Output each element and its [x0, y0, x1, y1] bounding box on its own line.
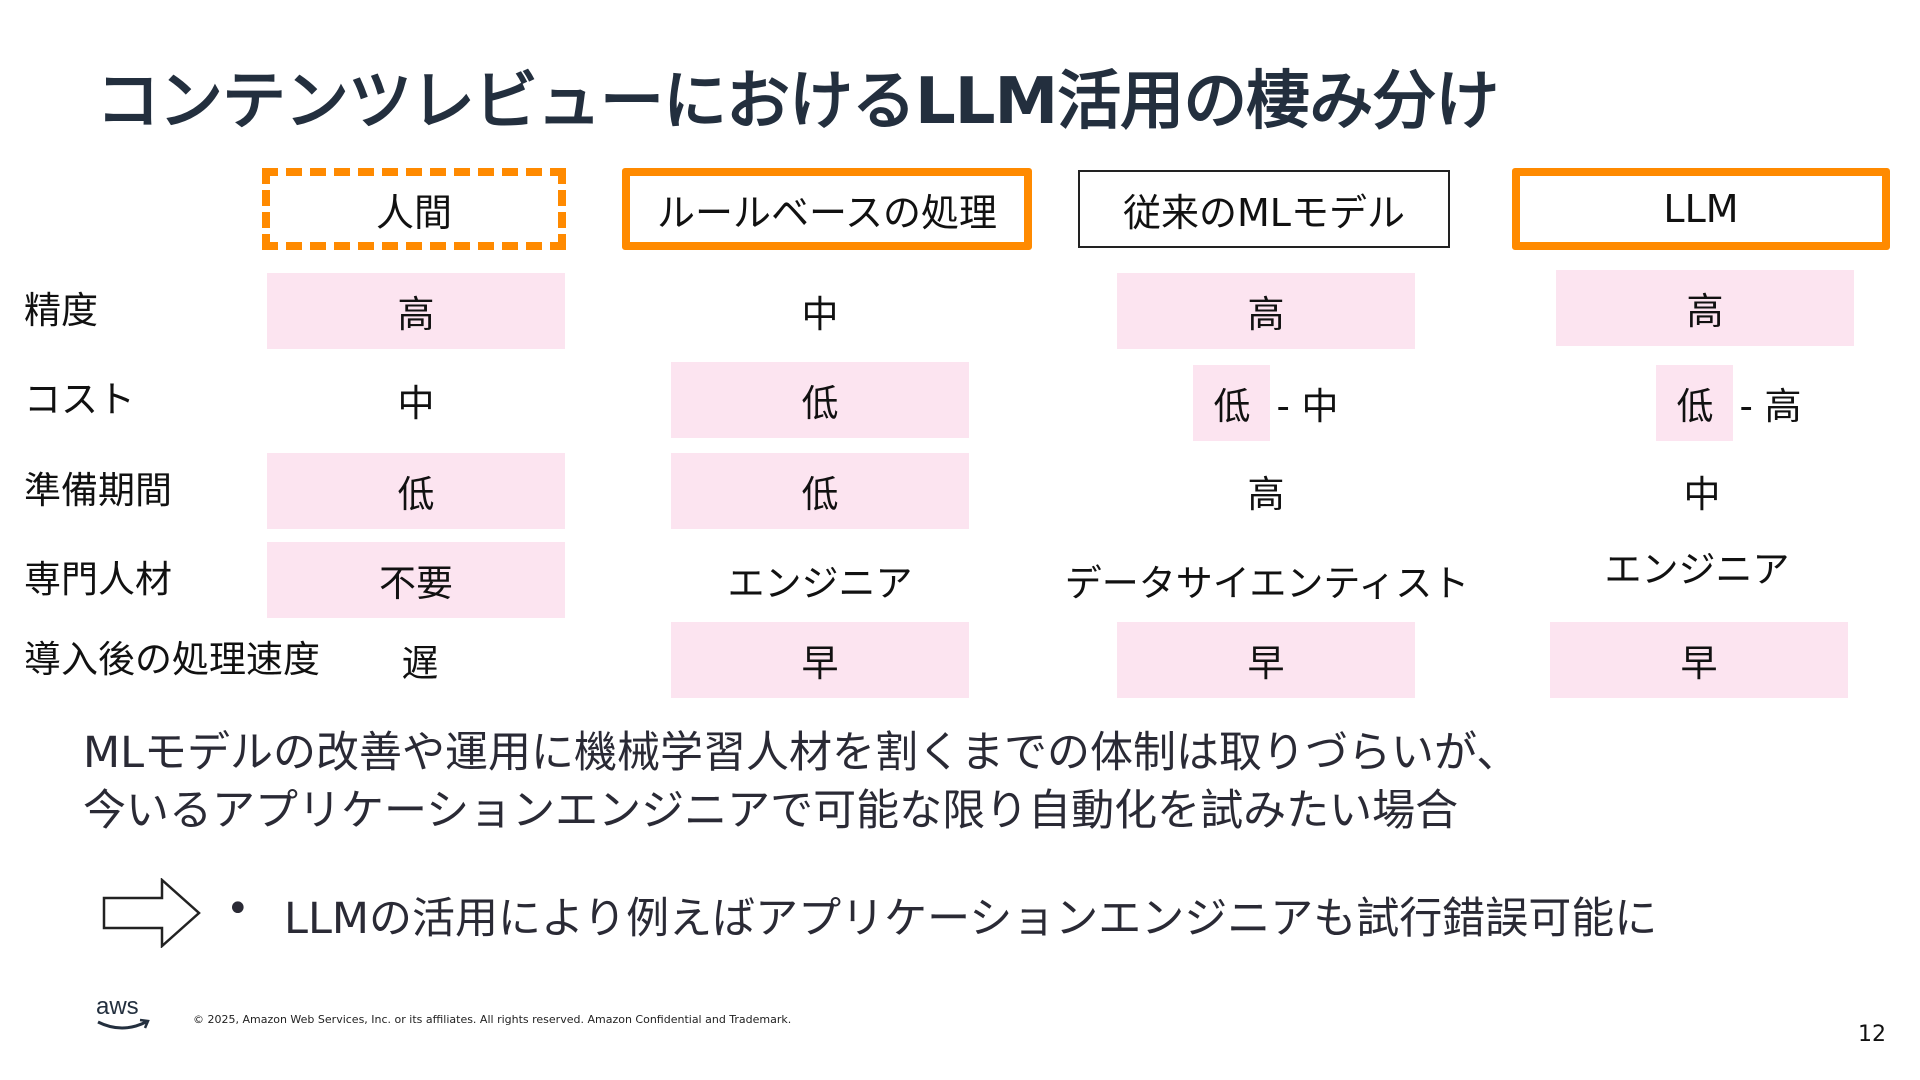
table-cell: 高	[1556, 270, 1854, 346]
table-cell: 早	[671, 622, 969, 698]
column-label: LLM	[1663, 187, 1739, 231]
table-cell: 中	[801, 293, 839, 336]
page-number: 12	[1858, 1022, 1886, 1047]
column-label: ルールベースの処理	[656, 190, 998, 235]
row-label-expertise: 専門人材	[24, 558, 172, 601]
table-cell: 早	[1550, 622, 1848, 698]
column-header-traditional-ml: 従来のMLモデル	[1078, 170, 1450, 248]
table-cell: 低	[267, 453, 565, 529]
table-cell: エンジニア	[1604, 548, 1790, 591]
svg-text:aws: aws	[96, 993, 139, 1020]
table-cell: 低	[671, 362, 969, 438]
table-cell: 高	[1117, 273, 1415, 349]
table-cell: 不要	[267, 542, 565, 618]
column-header-human: 人間	[262, 168, 566, 250]
right-arrow-icon	[102, 877, 202, 952]
table-cell: エンジニア	[727, 562, 913, 605]
table-cell: 低- 高	[1580, 365, 1878, 441]
table-cell: 低	[671, 453, 969, 529]
table-cell: 早	[1117, 622, 1415, 698]
range-suffix: - 高	[1739, 385, 1802, 428]
table-cell: 低- 中	[1117, 365, 1415, 441]
highlighted-value: 低	[1656, 365, 1734, 441]
copyright-text: © 2025, Amazon Web Services, Inc. or its…	[193, 1013, 792, 1026]
range-suffix: - 中	[1276, 385, 1339, 428]
row-label-cost: コスト	[24, 378, 135, 421]
row-label-accuracy: 精度	[24, 289, 98, 332]
description-line-2: 今いるアプリケーションエンジニアで可能な限り自動化を試みたい場合	[83, 786, 1459, 836]
row-label-preparation: 準備期間	[24, 469, 172, 512]
slide-title: コンテンツレビューにおけるLLM活用の棲み分け	[96, 65, 1499, 139]
table-cell: 高	[267, 273, 565, 349]
row-label-processing-speed: 導入後の処理速度	[24, 638, 320, 681]
column-label: 人間	[375, 190, 452, 235]
aws-logo: aws	[94, 992, 154, 1038]
highlighted-value: 低	[1193, 365, 1271, 441]
table-cell: 遅	[401, 642, 439, 685]
bullet-marker: •	[226, 886, 250, 932]
description-line-1: MLモデルの改善や運用に機械学習人材を割くまでの体制は取りづらいが、	[83, 728, 1520, 778]
column-header-llm: LLM	[1512, 168, 1890, 250]
column-header-rule-based: ルールベースの処理	[622, 168, 1032, 250]
table-cell: 高	[1247, 473, 1285, 516]
conclusion-text: LLMの活用により例えばアプリケーションエンジニアも試行錯誤可能に	[284, 894, 1658, 944]
table-cell: 中	[1683, 473, 1721, 516]
table-cell: 中	[397, 382, 435, 425]
table-cell: データサイエンティスト	[1064, 562, 1470, 605]
column-label: 従来のMLモデル	[1123, 190, 1405, 235]
